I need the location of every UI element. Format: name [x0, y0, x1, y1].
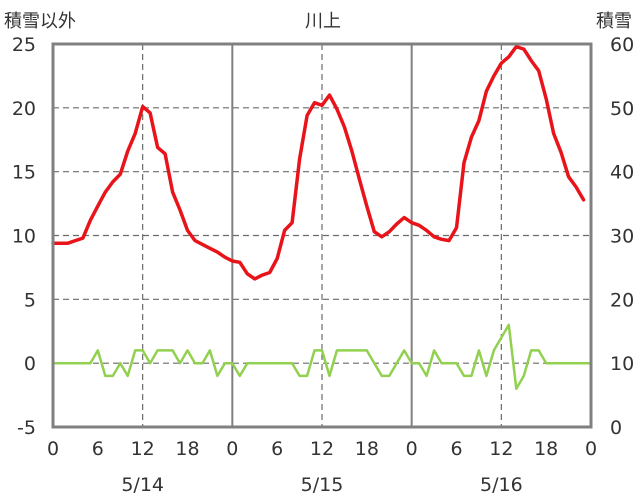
x-tick-label: 12 [131, 438, 155, 460]
x-tick-label: 0 [226, 438, 238, 460]
x-tick-label: 18 [175, 438, 199, 460]
y-left-tick-label: 15 [12, 162, 36, 184]
date-label: 5/15 [301, 474, 344, 496]
series-line [51, 323, 593, 390]
left-axis-label: 積雪以外 [4, 11, 76, 32]
x-tick-label: 6 [92, 438, 104, 460]
x-tick-label: 6 [271, 438, 283, 460]
x-tick-label: 12 [489, 438, 513, 460]
y-right-tick-label: 20 [610, 289, 634, 311]
x-tick-label: 12 [310, 438, 334, 460]
y-left-tick-label: -5 [17, 417, 36, 439]
y-right-tick-label: 10 [610, 353, 634, 375]
x-tick-label: 0 [585, 438, 597, 460]
date-label: 5/14 [121, 474, 164, 496]
date-label: 5/16 [480, 474, 523, 496]
y-right-tick-label: 60 [610, 34, 634, 56]
y-left-tick-label: 20 [12, 98, 36, 120]
y-left-tick-label: 10 [12, 226, 36, 248]
plot-frame [51, 42, 593, 429]
x-tick-label: 6 [450, 438, 462, 460]
chart-title: 川上 [305, 11, 341, 32]
x-tick-label: 18 [534, 438, 558, 460]
y-right-tick-label: 50 [610, 98, 634, 120]
x-tick-label: 18 [355, 438, 379, 460]
y-left-tick-label: 5 [24, 289, 36, 311]
right-axis-label: 積雪 [596, 11, 632, 32]
y-right-tick-label: 40 [610, 162, 634, 184]
y-right-tick-label: 0 [610, 417, 622, 439]
series-line [51, 44, 586, 281]
y-left-tick-label: 0 [24, 353, 36, 375]
y-left-tick-label: 25 [12, 34, 36, 56]
grid [53, 44, 591, 427]
y-right-tick-label: 30 [610, 226, 634, 248]
x-tick-label: 0 [406, 438, 418, 460]
x-tick-label: 0 [47, 438, 59, 460]
